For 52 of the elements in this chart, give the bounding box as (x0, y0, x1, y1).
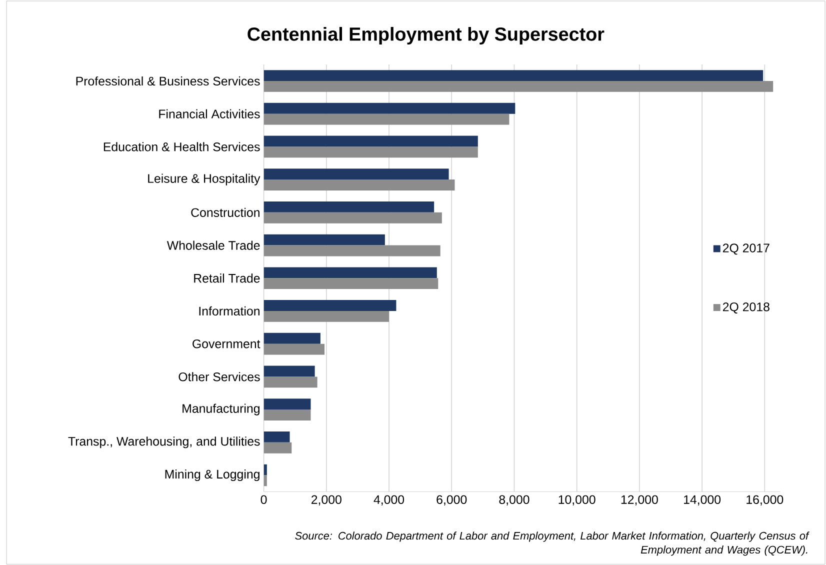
bar (264, 332, 320, 344)
bar (264, 366, 315, 377)
bar (264, 376, 318, 388)
bar (264, 136, 478, 147)
bar (264, 409, 311, 420)
bar (264, 114, 510, 125)
x-tick-label: 2,000 (311, 495, 342, 506)
bar (264, 168, 449, 180)
y-tick-label: Transp., Warehousing, and Utilities (68, 436, 260, 448)
legend-label: 2Q 2017 (722, 244, 770, 255)
y-tick-label: Education & Health Services (104, 142, 260, 152)
bar (264, 146, 478, 158)
x-tick-label: 4,000 (374, 495, 404, 506)
x-tick-label: 12,000 (621, 495, 658, 506)
x-tick-label: 6,000 (436, 495, 467, 506)
chart-title: Centennial Employment by Supersector (248, 26, 604, 44)
x-tick-label: 16,000 (746, 495, 784, 506)
bar (264, 102, 516, 114)
bar (264, 300, 396, 311)
bar (264, 442, 292, 454)
y-tick-label: Retail Trade (194, 273, 260, 283)
x-tick-label: 14,000 (684, 495, 721, 506)
bar (264, 201, 434, 212)
bar (264, 267, 437, 278)
bar (264, 344, 325, 355)
bar (264, 80, 774, 92)
bar (264, 245, 440, 256)
bar (264, 431, 290, 442)
bar (264, 278, 438, 289)
bar (264, 179, 455, 190)
bar (264, 398, 311, 410)
bar (264, 475, 267, 486)
y-tick-label: Financial Activities (159, 109, 260, 118)
y-tick-label: Wholesale Trade (166, 240, 260, 250)
bar (264, 212, 442, 224)
bar (264, 464, 267, 476)
x-tick-label: 0 (260, 495, 267, 504)
x-tick-label: 10,000 (558, 495, 596, 506)
y-tick-label: Manufacturing (182, 404, 260, 416)
y-tick-label: Other Services (178, 372, 260, 382)
source-note: Source: Colorado Department of Labor and Employment, Labor Market Information, Quarterly Census of Employment and Wages (QCEW). (295, 532, 810, 556)
y-tick-label: Information (199, 306, 260, 316)
y-tick-label: Government (192, 339, 260, 348)
legend-label: 2Q 2018 (722, 302, 770, 314)
x-tick-label: 8,000 (499, 495, 530, 506)
y-tick-label: Mining & Logging (165, 469, 260, 481)
y-tick-label: Leisure & Hospitality (148, 174, 260, 186)
y-tick-label: Construction (191, 208, 260, 217)
bar (264, 234, 385, 246)
y-tick-label: Professional & Business Services (76, 76, 260, 86)
bar (264, 70, 764, 81)
bar (264, 310, 390, 322)
